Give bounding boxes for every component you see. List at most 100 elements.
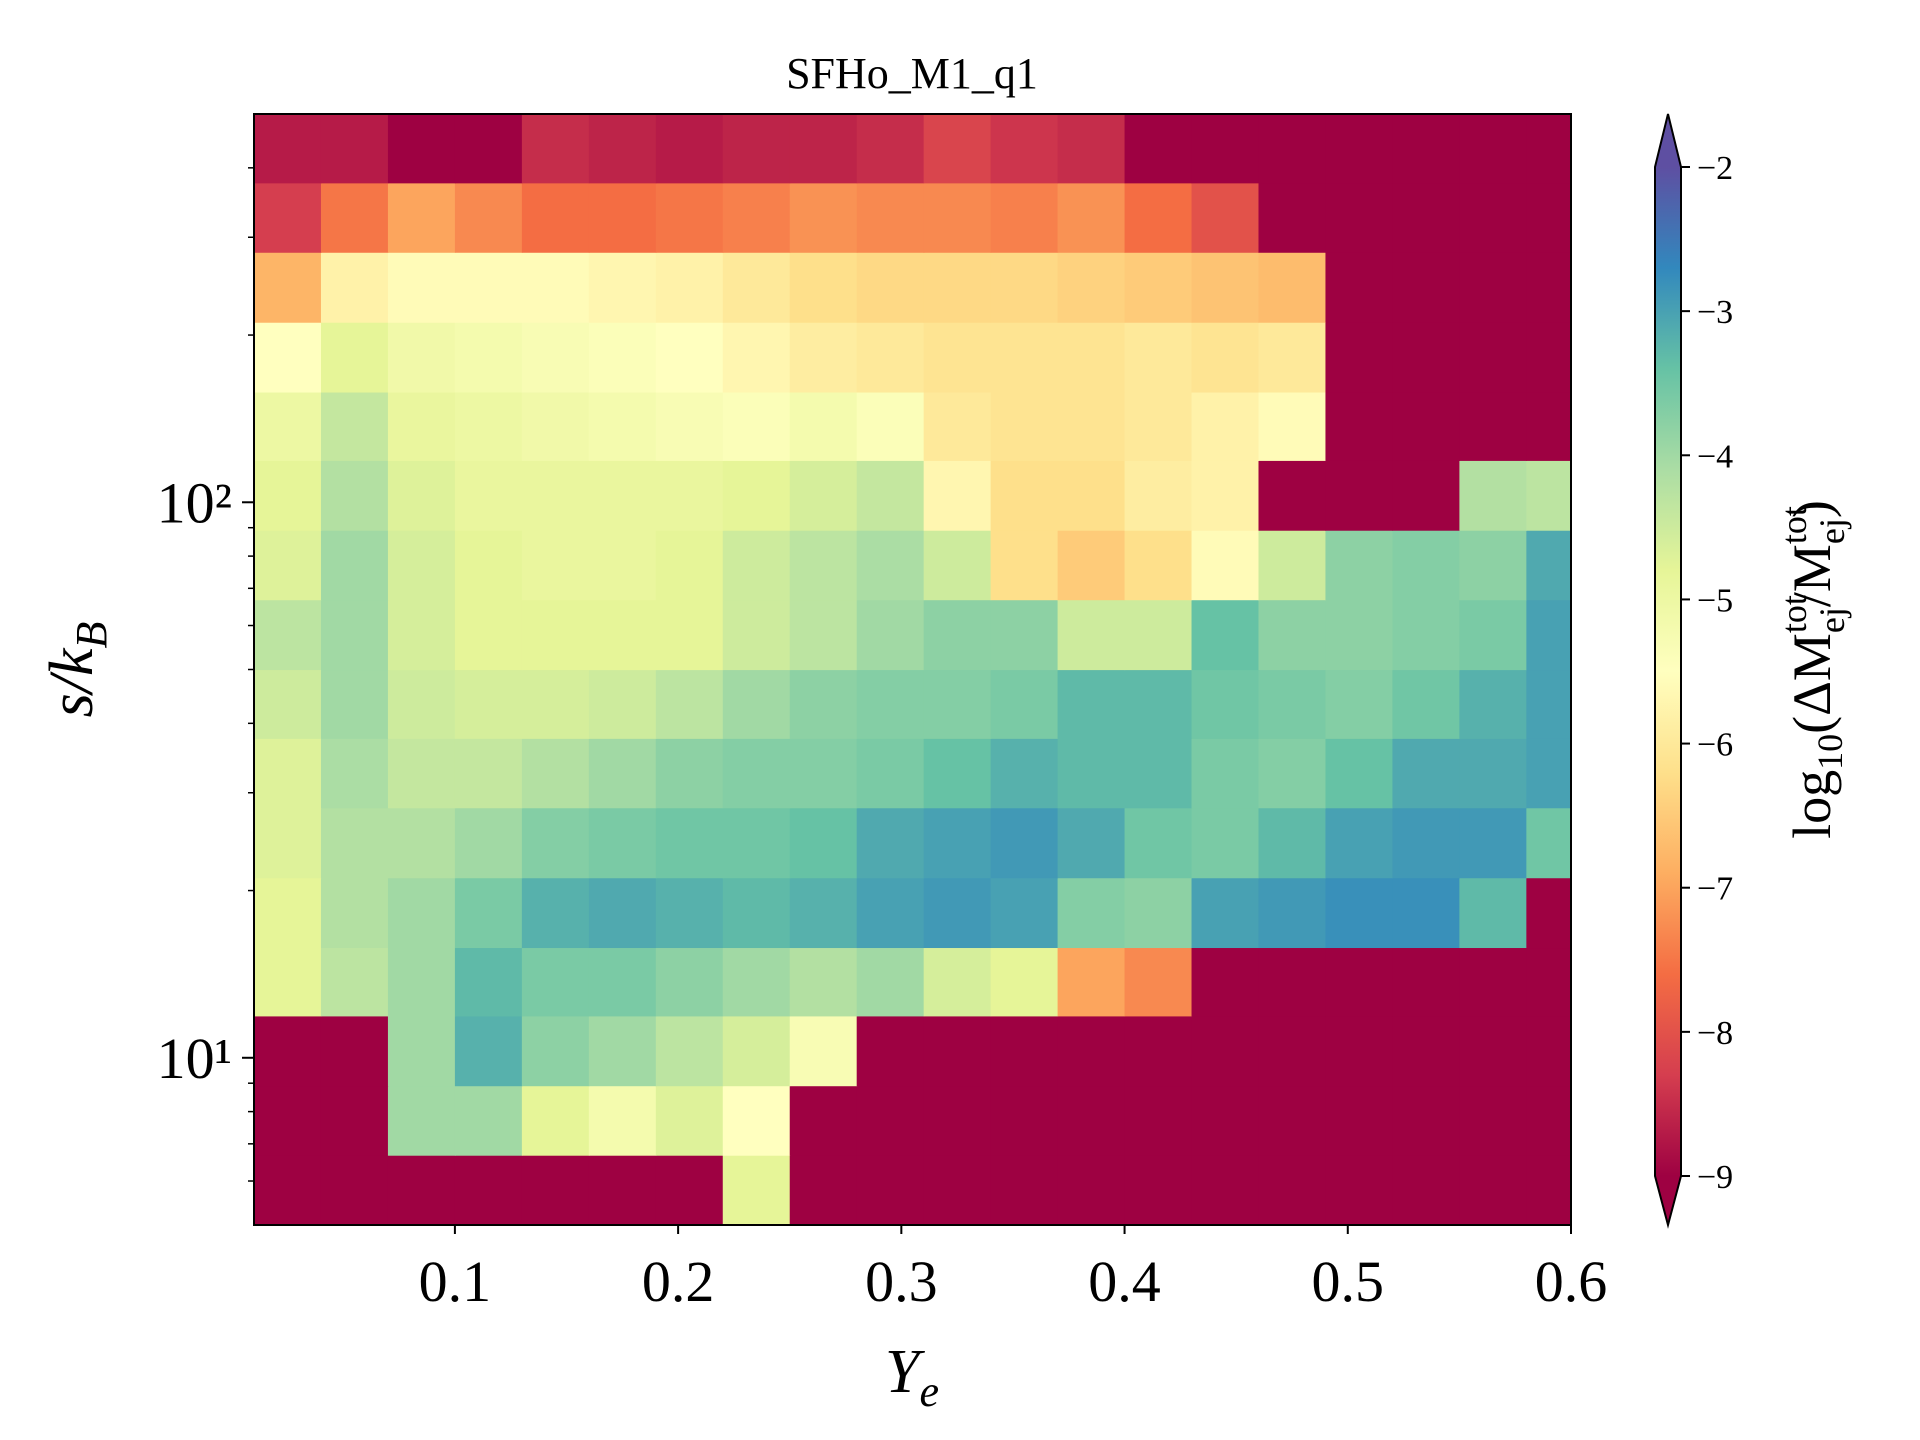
colorbar-tick-label: −8 xyxy=(1697,1015,1733,1052)
x-tick-label: 0.1 xyxy=(419,1249,492,1314)
heatmap-cell xyxy=(990,1015,1059,1087)
heatmap-cell xyxy=(387,669,456,739)
heatmap-cell xyxy=(1258,947,1327,1017)
heatmap-cell xyxy=(521,669,590,739)
heatmap-cell xyxy=(588,1155,657,1226)
heatmap-cell xyxy=(1124,114,1193,184)
heatmap-cell xyxy=(1526,182,1572,253)
heatmap-cell xyxy=(1526,807,1572,879)
colorbar-label-part: tot xyxy=(1774,595,1814,633)
heatmap-cell xyxy=(990,182,1059,253)
heatmap-cell xyxy=(1124,599,1193,671)
heatmap-cell xyxy=(1392,460,1460,531)
colorbar-tick-label: −9 xyxy=(1697,1159,1733,1196)
heatmap-cell xyxy=(254,114,322,184)
heatmap-cell xyxy=(923,114,992,184)
heatmap-cell xyxy=(454,391,523,461)
heatmap-cell xyxy=(454,1085,523,1156)
heatmap-cell xyxy=(1057,460,1126,531)
colorbar-label-part: (ΔM xyxy=(1782,633,1842,734)
heatmap-cell xyxy=(1057,182,1126,253)
heatmap-cell xyxy=(1392,669,1460,739)
heatmap-cell xyxy=(722,738,791,809)
heatmap-cell xyxy=(1392,530,1460,601)
heatmap-cell xyxy=(923,599,992,671)
heatmap-cell xyxy=(1325,1015,1394,1087)
heatmap-cell xyxy=(320,669,389,739)
heatmap-cell xyxy=(1459,322,1527,393)
heatmap-cell xyxy=(1057,599,1126,671)
heatmap-cell xyxy=(521,322,590,393)
heatmap-cell xyxy=(1057,322,1126,393)
heatmap-cell xyxy=(1526,738,1572,809)
colorbar-extend-bottom xyxy=(1655,1176,1681,1225)
heatmap-cell xyxy=(254,807,322,879)
heatmap-cell xyxy=(588,182,657,253)
heatmap-cell xyxy=(923,669,992,739)
heatmap-cell xyxy=(521,807,590,879)
heatmap-cell xyxy=(454,669,523,739)
heatmap-cell xyxy=(387,947,456,1017)
heatmap-cell xyxy=(1057,669,1126,739)
heatmap-cell xyxy=(923,182,992,253)
heatmap-cell xyxy=(722,391,791,461)
heatmap-cell xyxy=(1325,947,1394,1017)
heatmap-cell xyxy=(1191,322,1260,393)
heatmap-cell xyxy=(1057,1155,1126,1226)
heatmap-cell xyxy=(655,182,724,253)
heatmap-cell xyxy=(588,322,657,393)
heatmap-cell xyxy=(923,322,992,393)
colorbar-tick-label: −7 xyxy=(1697,871,1733,908)
heatmap-cell xyxy=(789,947,858,1017)
heatmap-cell xyxy=(923,807,992,879)
heatmap-cell xyxy=(320,807,389,879)
heatmap-cell xyxy=(789,530,858,601)
heatmap-cell xyxy=(1258,807,1327,879)
colorbar-label-part: tot xyxy=(1774,506,1814,544)
heatmap-cell xyxy=(1258,460,1327,531)
heatmap-cell xyxy=(923,947,992,1017)
heatmap-cell xyxy=(990,252,1059,323)
heatmap-cell xyxy=(1392,1015,1460,1087)
heatmap-cell xyxy=(1057,738,1126,809)
heatmap-cell xyxy=(856,738,925,809)
colorbar-label-part: ej xyxy=(1812,518,1852,544)
heatmap-cell xyxy=(1392,1085,1460,1156)
heatmap-cell xyxy=(655,460,724,531)
colorbar-tick-label: −3 xyxy=(1697,294,1733,331)
y-axis-label-sub: B xyxy=(67,622,116,649)
heatmap-cell xyxy=(789,114,858,184)
heatmap-cell xyxy=(856,1085,925,1156)
heatmap-cell xyxy=(655,1155,724,1226)
heatmap-cell xyxy=(722,1085,791,1156)
heatmap-cell xyxy=(1191,1155,1260,1226)
heatmap-cell xyxy=(1459,252,1527,323)
y-axis-label: s/kB xyxy=(38,622,116,718)
heatmap-cell xyxy=(1191,252,1260,323)
heatmap-cell xyxy=(1526,252,1572,323)
heatmap-cell xyxy=(990,530,1059,601)
heatmap-cell xyxy=(1258,738,1327,809)
heatmap-cell xyxy=(1392,114,1460,184)
heatmap-cell xyxy=(454,252,523,323)
heatmap-cell xyxy=(1191,182,1260,253)
heatmap-cell xyxy=(1057,807,1126,879)
heatmap-cell xyxy=(521,599,590,671)
heatmap-cell xyxy=(521,530,590,601)
x-tick-label: 0.3 xyxy=(865,1249,938,1314)
heatmap-cell xyxy=(588,1015,657,1087)
heatmap-cell xyxy=(1459,877,1527,949)
heatmap-cell xyxy=(320,114,389,184)
x-tick-label: 0.2 xyxy=(642,1249,715,1314)
heatmap-cell xyxy=(254,947,322,1017)
colorbar-label-part: ) xyxy=(1782,500,1842,518)
y-tick-label: 10² xyxy=(157,470,232,535)
heatmap-cell xyxy=(588,391,657,461)
heatmap-cell xyxy=(387,530,456,601)
heatmap-cell xyxy=(1258,1015,1327,1087)
y-axis-label-main: s/k xyxy=(38,647,106,717)
heatmap-cell xyxy=(990,1155,1059,1226)
heatmap-cell xyxy=(990,807,1059,879)
heatmap-cell xyxy=(1258,1085,1327,1156)
